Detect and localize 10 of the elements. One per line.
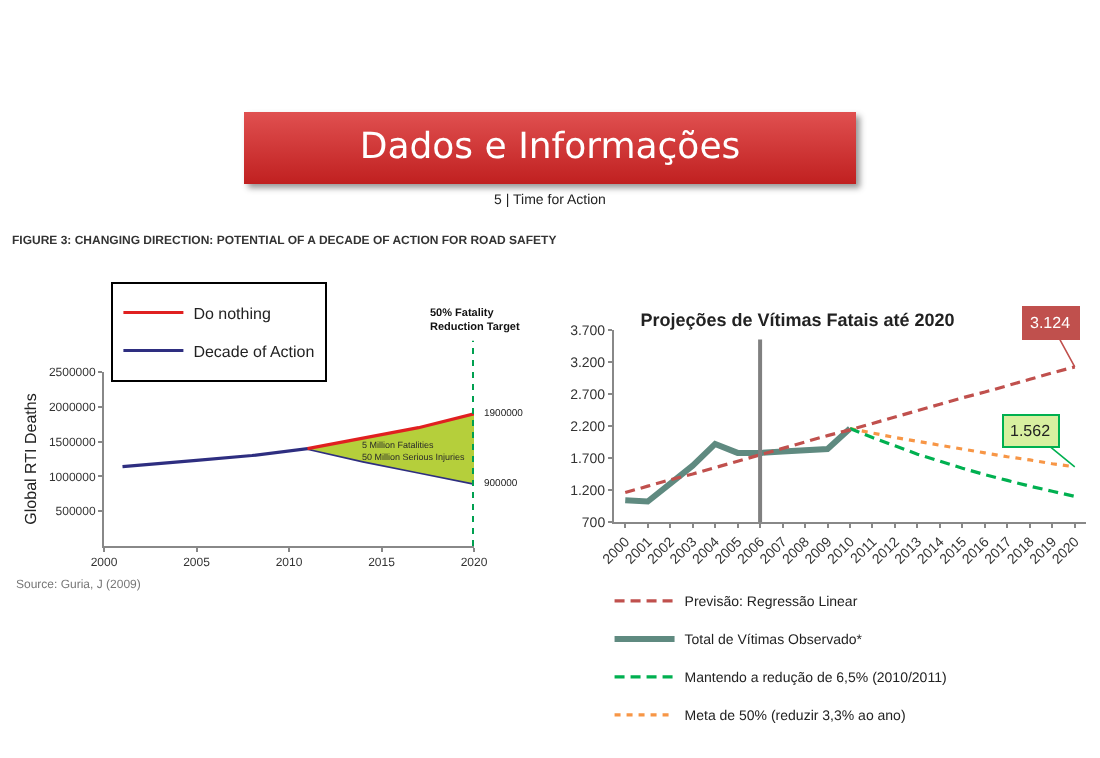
line-series (305, 412, 474, 451)
legend-label: Decade of Action (193, 342, 315, 361)
legend-label: Do nothing (193, 304, 271, 323)
chart-title: Projeções de Vítimas Fatais até 2020 (640, 310, 955, 330)
text: Dados e Informações (244, 112, 856, 184)
annotation: 1.562 (1010, 422, 1052, 440)
line-series (120, 446, 474, 485)
line-series (848, 426, 1077, 498)
y-axis-title: Global RTI Deaths (22, 393, 41, 525)
annotation: 3.124 (1030, 314, 1072, 332)
